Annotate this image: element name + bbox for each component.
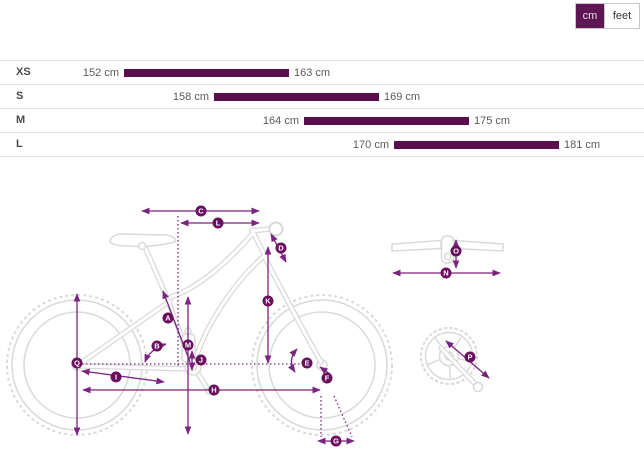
unit-feet-button[interactable]: feet — [604, 4, 639, 28]
measure-marker-C: C — [195, 205, 207, 217]
max-height-label: 175 cm — [474, 114, 511, 127]
measure-letter-badges: C L D K A B MJ Q I H E F G O N P — [71, 205, 476, 447]
svg-text:P: P — [467, 353, 472, 362]
saddle — [109, 233, 177, 251]
measure-marker-H: H — [208, 384, 220, 396]
size-row-XS: XS 152 cm 163 cm — [0, 61, 644, 85]
measure-marker-G: G — [330, 435, 342, 447]
height-range-bar — [124, 68, 289, 77]
measure-marker-F: F — [321, 372, 333, 384]
max-height-label: 163 cm — [294, 66, 331, 79]
handlebar-top-view — [391, 235, 504, 264]
svg-text:B: B — [154, 342, 160, 351]
size-row-M: M 164 cm 175 cm — [0, 109, 644, 133]
svg-text:F: F — [325, 374, 330, 383]
height-range: 164 cm 175 cm — [263, 109, 511, 132]
svg-text:J: J — [199, 356, 203, 365]
unit-toggle: cm feet — [575, 3, 640, 29]
measure-arc-B — [144, 343, 167, 363]
measure-marker-K: K — [262, 295, 274, 307]
svg-text:N: N — [443, 269, 448, 278]
measure-marker-N: N — [440, 267, 452, 279]
max-height-label: 169 cm — [384, 90, 421, 103]
svg-text:G: G — [333, 437, 339, 446]
svg-text:D: D — [278, 244, 284, 253]
svg-text:M: M — [185, 341, 191, 350]
measure-marker-Q: Q — [71, 357, 83, 369]
svg-text:K: K — [265, 297, 271, 306]
measure-marker-P: P — [464, 351, 476, 363]
size-label: M — [16, 114, 26, 126]
svg-text:C: C — [198, 207, 204, 216]
measure-marker-B: B — [151, 340, 163, 352]
min-height-label: 170 cm — [352, 138, 389, 151]
height-range-bar — [304, 116, 469, 125]
min-height-label: 164 cm — [262, 114, 299, 127]
svg-text:O: O — [453, 247, 459, 256]
svg-text:Q: Q — [74, 359, 80, 368]
front-wheel — [251, 294, 393, 436]
measure-marker-A: A — [162, 312, 174, 324]
height-range: 152 cm 163 cm — [83, 61, 331, 84]
size-label: S — [16, 90, 24, 102]
svg-text:L: L — [216, 219, 221, 228]
measure-line-I — [81, 368, 165, 385]
min-height-label: 158 cm — [172, 90, 209, 103]
height-range-bar — [394, 140, 559, 149]
measure-marker-J: J — [195, 354, 207, 366]
size-label: XS — [16, 66, 31, 78]
measure-line-A — [162, 290, 191, 363]
svg-text:E: E — [304, 359, 309, 368]
unit-cm-button[interactable]: cm — [576, 4, 604, 28]
measure-marker-M: M — [182, 339, 194, 351]
size-row-L: L 170 cm 181 cm — [0, 133, 644, 157]
trail-dotted-slant — [333, 395, 353, 438]
measure-marker-L: L — [212, 217, 224, 229]
measure-marker-I: I — [110, 371, 122, 383]
measure-marker-O: O — [450, 245, 462, 257]
measure-marker-D: D — [275, 242, 287, 254]
bike-side-view — [6, 221, 393, 436]
handlebar-end — [268, 221, 284, 237]
size-range-chart: XS 152 cm 163 cm S 158 cm 169 cm M 164 cm 175 cm… — [0, 60, 644, 157]
height-range: 170 cm 181 cm — [353, 133, 601, 156]
svg-text:H: H — [211, 386, 216, 395]
height-range-bar — [214, 92, 379, 101]
max-height-label: 181 cm — [564, 138, 601, 151]
size-label: L — [16, 138, 23, 150]
svg-text:I: I — [115, 373, 117, 382]
min-height-label: 152 cm — [82, 66, 119, 79]
size-row-S: S 158 cm 169 cm — [0, 85, 644, 109]
svg-text:A: A — [165, 314, 171, 323]
measure-marker-E: E — [301, 357, 313, 369]
measure-arc-E — [287, 348, 298, 373]
height-range: 158 cm 169 cm — [173, 85, 421, 108]
